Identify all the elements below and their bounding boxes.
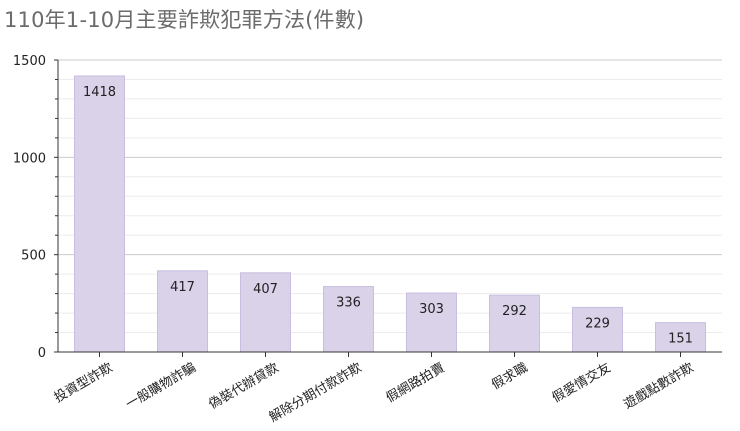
bar (74, 75, 125, 353)
bars (74, 75, 706, 353)
chart-title: 110年1-10月主要詐欺犯罪方法(件數) (4, 8, 365, 32)
bar (323, 286, 374, 353)
data-label: 417 (170, 280, 195, 295)
data-label: 407 (253, 282, 278, 297)
data-label: 292 (502, 304, 527, 319)
x-category-label: 假求職 (489, 360, 530, 392)
y-tick-label: 1500 (13, 54, 46, 69)
data-label: 229 (585, 316, 610, 331)
data-label: 1418 (83, 85, 116, 100)
axes (54, 59, 722, 357)
x-category-label: 解除分期付款詐欺 (266, 360, 364, 426)
data-label: 303 (419, 302, 444, 317)
bar (157, 270, 208, 353)
bar (572, 306, 623, 353)
data-label: 151 (668, 332, 693, 347)
bar (655, 322, 706, 353)
x-category-label: 一般購物詐騙 (123, 360, 199, 413)
bar (240, 272, 291, 353)
data-label: 336 (336, 296, 361, 311)
x-category-label: 遊戲點數詐欺 (621, 360, 697, 413)
y-tick-label: 1000 (13, 151, 46, 166)
y-tick-label: 0 (38, 346, 46, 361)
x-category-label: 偽裝代辦貸款 (206, 360, 282, 413)
bar (406, 292, 457, 353)
y-tick-label: 500 (21, 249, 46, 264)
x-category-label: 假網路拍賣 (383, 360, 447, 406)
bar (489, 294, 540, 353)
x-category-label: 投資型詐欺 (51, 360, 115, 406)
x-category-label: 假愛情交友 (549, 360, 613, 406)
